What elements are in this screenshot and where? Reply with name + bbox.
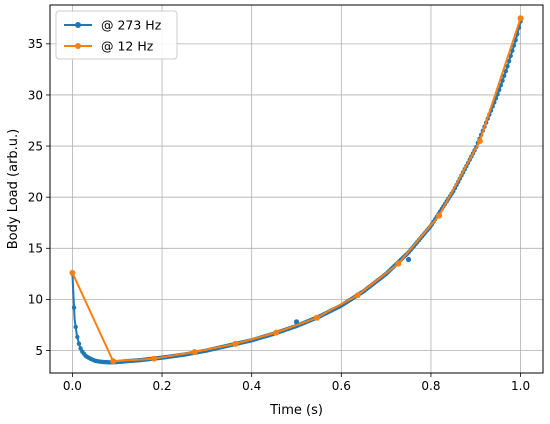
y-axis-label: Body Load (arb.u.) — [6, 129, 21, 249]
data-point — [476, 137, 483, 144]
x-tick-label: 1.0 — [511, 379, 530, 393]
y-tick-label: 30 — [28, 88, 43, 102]
y-tick-label: 5 — [35, 344, 43, 358]
plot-frame — [49, 4, 544, 374]
x-tick-label: 0.8 — [421, 379, 440, 393]
data-point — [273, 329, 280, 336]
data-point — [191, 349, 198, 356]
series-12hz — [69, 15, 524, 365]
legend-swatch-marker — [75, 43, 81, 49]
x-tick-label: 0.2 — [152, 379, 171, 393]
y-tick-label: 25 — [28, 139, 43, 153]
data-point — [232, 340, 239, 347]
legend: @ 273 Hz @ 12 Hz — [55, 10, 178, 60]
data-point — [500, 78, 505, 83]
legend-label: @ 12 Hz — [101, 39, 154, 54]
y-tick-label: 10 — [28, 293, 43, 307]
series-273hz — [70, 19, 523, 365]
series-line — [71, 17, 522, 363]
y-tick-label: 35 — [28, 37, 43, 51]
legend-swatch-marker — [75, 22, 81, 28]
data-point — [293, 319, 300, 325]
data-point — [395, 260, 402, 267]
data-point — [501, 73, 507, 79]
data-point — [69, 269, 76, 276]
legend-item: @ 273 Hz — [64, 18, 162, 33]
data-point — [110, 358, 117, 365]
legend-item: @ 12 Hz — [64, 39, 154, 54]
data-point — [73, 324, 78, 330]
data-point — [503, 68, 509, 74]
y-tick-label: 20 — [28, 190, 43, 204]
data-point — [71, 305, 77, 310]
data-point — [313, 314, 320, 321]
data-point — [150, 355, 157, 362]
data-point — [506, 58, 512, 64]
data-point — [76, 341, 82, 346]
x-tick-label: 0.6 — [332, 379, 351, 393]
data-point — [517, 15, 524, 22]
ticks: 0.0 0.2 0.4 0.6 0.8 1.0 5 10 15 20 25 30 35 — [28, 37, 530, 393]
x-tick-label: 0.0 — [63, 379, 82, 393]
data-point — [75, 334, 80, 340]
x-axis-label: Time (s) — [269, 403, 323, 418]
y-tick-label: 15 — [28, 242, 43, 256]
data-point — [354, 292, 361, 299]
grid — [50, 5, 543, 373]
legend-label: @ 273 Hz — [101, 18, 162, 33]
data-point — [405, 256, 412, 263]
data-point — [505, 64, 510, 69]
x-tick-label: 0.4 — [242, 379, 261, 393]
data-point — [436, 212, 443, 219]
data-point — [508, 53, 513, 59]
series-layer — [69, 15, 524, 365]
data-point — [510, 48, 515, 53]
